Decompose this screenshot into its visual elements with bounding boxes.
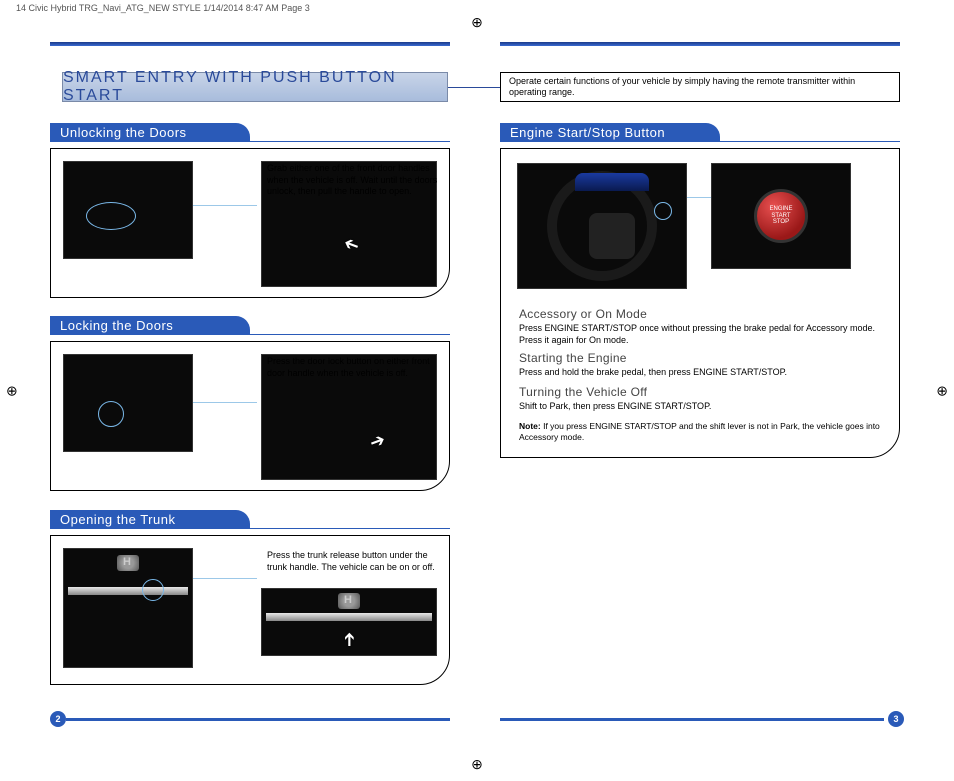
heading-rule — [720, 141, 900, 142]
photo-door-handle-callout-lock — [63, 354, 193, 452]
top-divider-left — [50, 42, 450, 46]
body-accessory-mode: Press ENGINE START/STOP once without pre… — [519, 323, 887, 346]
heading-unlocking-doors: Unlocking the Doors — [50, 123, 250, 142]
instrument-cluster — [575, 173, 649, 191]
honda-badge-icon — [338, 593, 360, 609]
leader-line — [193, 402, 257, 403]
page-number-right: 3 — [888, 711, 904, 727]
callout-circle — [142, 579, 164, 601]
heading-opening-trunk: Opening the Trunk — [50, 510, 250, 529]
heading-locking-doors: Locking the Doors — [50, 316, 250, 335]
panel-engine-start-stop: ENGINE START STOP Accessory or On Mode P… — [500, 148, 900, 458]
arrow-icon: ➔ — [367, 429, 388, 454]
body-starting-engine: Press and hold the brake pedal, then pre… — [519, 367, 887, 379]
steering-wheel-icon — [547, 171, 657, 281]
caption-trunk: Press the trunk release button under the… — [267, 550, 439, 573]
registration-mark-bottom: ⊕ — [471, 756, 483, 773]
note-body: If you press ENGINE START/STOP and the s… — [519, 421, 880, 442]
engine-start-stop-button-icon: ENGINE START STOP — [754, 189, 808, 243]
chrome-strip — [266, 613, 432, 621]
chrome-strip — [68, 587, 188, 595]
leader-line — [193, 205, 257, 206]
page-number-left: 2 — [50, 711, 66, 727]
wheel-hub — [589, 213, 635, 259]
page-title: SMART ENTRY WITH PUSH BUTTON START — [62, 72, 448, 102]
photo-trunk-rear — [63, 548, 193, 668]
photo-steering-wheel — [517, 163, 687, 289]
arrow-icon: ➔ — [341, 232, 362, 257]
leader-line — [193, 578, 257, 579]
subhead-turning-off: Turning the Vehicle Off — [519, 385, 647, 399]
title-connector-line — [448, 87, 500, 88]
panel-locking-doors: ➔ Press the door lock button on either f… — [50, 341, 450, 491]
heading-engine-start-stop: Engine Start/Stop Button — [500, 123, 720, 142]
arrow-up-icon: ➔ — [339, 632, 360, 647]
start-button-label: ENGINE START STOP — [769, 206, 792, 226]
registration-mark-left: ⊕ — [6, 382, 18, 399]
callout-circle — [654, 202, 672, 220]
note-label: Note: — [519, 421, 541, 431]
photo-door-handle-callout — [63, 161, 193, 259]
print-slug: 14 Civic Hybrid TRG_Navi_ATG_NEW STYLE 1… — [16, 3, 310, 13]
subhead-accessory-mode: Accessory or On Mode — [519, 307, 647, 321]
heading-rule — [250, 528, 450, 529]
leader-line — [687, 197, 711, 198]
top-divider-right — [500, 42, 900, 46]
photo-start-button: ENGINE START STOP — [711, 163, 851, 269]
callout-circle — [86, 202, 136, 230]
body-turning-off: Shift to Park, then press ENGINE START/S… — [519, 401, 887, 413]
caption-unlock: Grab either one of the front door handle… — [267, 163, 439, 198]
note-text: Note: If you press ENGINE START/STOP and… — [519, 421, 887, 443]
bottom-divider-right — [500, 718, 884, 721]
honda-badge-icon — [117, 555, 139, 571]
panel-opening-trunk: Press the trunk release button under the… — [50, 535, 450, 685]
panel-unlocking-doors: ➔ Grab either one of the front door hand… — [50, 148, 450, 298]
callout-circle — [98, 401, 124, 427]
photo-trunk-handle-closeup: ➔ — [261, 588, 437, 656]
caption-lock: Press the door lock button on either fro… — [267, 356, 439, 379]
bottom-divider-left — [66, 718, 450, 721]
registration-mark-top: ⊕ — [471, 14, 483, 31]
intro-text: Operate certain functions of your vehicl… — [500, 72, 900, 102]
heading-rule — [250, 141, 450, 142]
heading-rule — [250, 334, 450, 335]
subhead-starting-engine: Starting the Engine — [519, 351, 627, 365]
registration-mark-right: ⊕ — [936, 382, 948, 399]
